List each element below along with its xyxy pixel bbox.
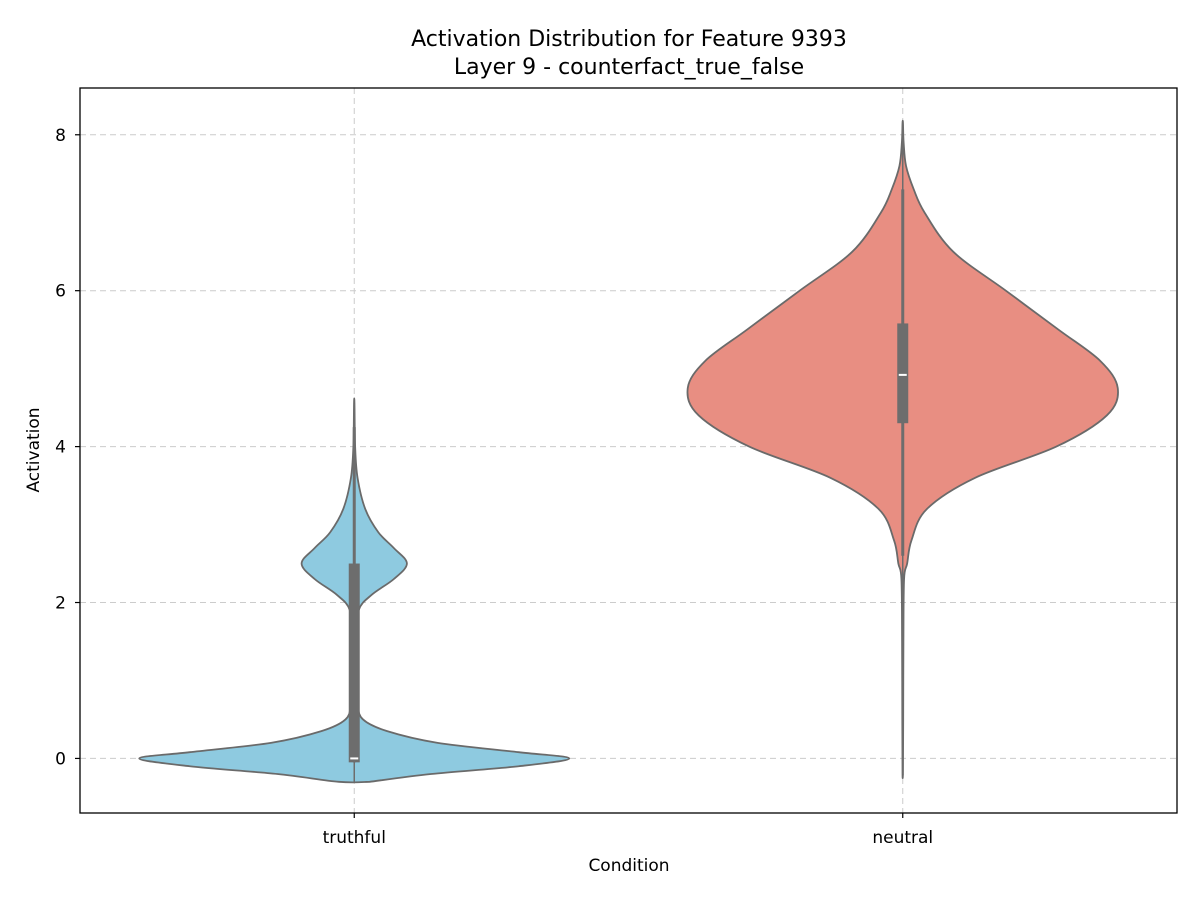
axis-ticks: 0 2 4 6 8 truthful neutral (55, 126, 933, 848)
violins (138, 119, 1119, 784)
x-tick-label: neutral (872, 828, 933, 848)
y-axis-label: Activation (24, 407, 44, 492)
chart-title: Activation Distribution for Feature 9393 (411, 27, 847, 52)
x-axis-label: Condition (588, 856, 669, 876)
plot-frame (79, 87, 1178, 814)
y-tick-label: 8 (55, 126, 66, 146)
y-tick-label: 4 (55, 438, 66, 458)
y-tick-label: 2 (55, 594, 66, 614)
iqr-box-neutral (897, 323, 909, 424)
iqr-box-truthful (348, 563, 360, 763)
chart-subtitle: Layer 9 - counterfact_true_false (454, 55, 804, 80)
y-tick-label: 0 (55, 749, 66, 769)
x-tick-label: truthful (323, 828, 386, 848)
inner-boxes (348, 123, 909, 782)
y-tick-label: 6 (55, 282, 66, 302)
